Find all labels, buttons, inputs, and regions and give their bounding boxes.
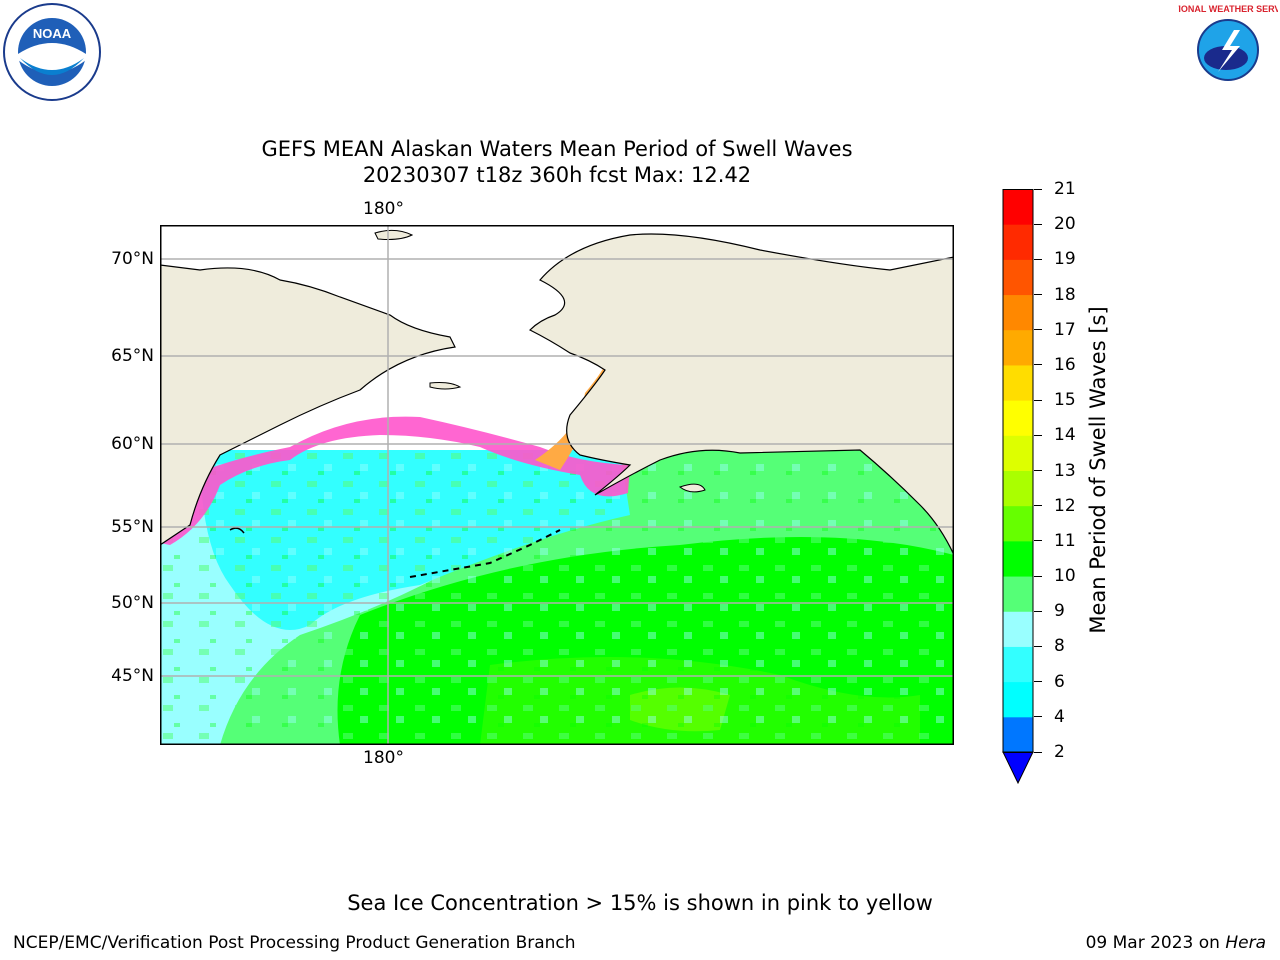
- colorbar-tick-label: 15: [1054, 390, 1076, 411]
- credit-text: NCEP/EMC/Verification Post Processing Pr…: [13, 933, 576, 953]
- colorbar-tick-label: 11: [1054, 530, 1076, 551]
- colorbar-tick-mark: [1034, 223, 1042, 225]
- noaa-logo: NOAA: [2, 2, 102, 102]
- date-value: 09 Mar 2023 on: [1085, 933, 1220, 953]
- colorbar-tick-mark: [1034, 681, 1042, 683]
- chart-subtitle: 20230307 t18z 360h fcst Max: 12.42: [362, 163, 752, 187]
- colorbar-bin: [1003, 470, 1033, 507]
- colorbar-tick-mark: [1034, 329, 1042, 331]
- colorbar-bin: [1003, 400, 1033, 436]
- land: [160, 229, 954, 578]
- colorbar-bin: [1003, 716, 1033, 753]
- colorbar-tick-label: 18: [1054, 284, 1076, 305]
- colorbar-bin: [1003, 681, 1033, 718]
- colorbar-tick-mark: [1034, 294, 1042, 296]
- colorbar-tick-label: 9: [1054, 601, 1065, 622]
- colorbar-tick-label: 8: [1054, 636, 1065, 657]
- colorbar-label: Mean Period of Swell Waves [s]: [1086, 306, 1110, 634]
- colorbar-extend-triangle: [1002, 751, 1034, 784]
- date-text: 09 Mar 2023 on Hera: [1086, 933, 1266, 953]
- chart-title: GEFS MEAN Alaskan Waters Mean Period of …: [261, 137, 853, 161]
- colorbar-tick-label: 20: [1054, 214, 1076, 235]
- lat-label-45: 45°N: [111, 666, 154, 686]
- lon-label-top: 180°: [363, 199, 404, 219]
- colorbar-tick-mark: [1034, 751, 1042, 753]
- colorbar-bin: [1003, 611, 1033, 647]
- noaa-logo-text: NOAA: [33, 26, 72, 41]
- colorbar-bin: [1003, 259, 1033, 296]
- colorbar-tick-label: 17: [1054, 319, 1076, 340]
- colorbar-tick-mark: [1034, 645, 1042, 647]
- colorbar-tick-label: 16: [1054, 354, 1076, 375]
- lat-label-55: 55°N: [111, 517, 154, 537]
- colorbar-bin: [1003, 505, 1033, 542]
- lat-label-60: 60°N: [111, 434, 154, 454]
- colorbar-tick-mark: [1034, 610, 1042, 612]
- colorbar-tick-label: 19: [1054, 249, 1076, 270]
- colorbar-tick-mark: [1034, 258, 1042, 260]
- colorbar-tick-label: 21: [1054, 179, 1076, 199]
- sea-ice-note: Sea Ice Concentration > 15% is shown in …: [347, 891, 933, 915]
- colorbar-bin: [1003, 224, 1033, 260]
- colorbar-tick-label: 4: [1054, 706, 1065, 727]
- colorbar-tick-mark: [1034, 575, 1042, 577]
- colorbar-tick-label: 6: [1054, 671, 1065, 692]
- colorbar-tick-label: 14: [1054, 425, 1076, 446]
- colorbar-tick-mark: [1034, 716, 1042, 718]
- colorbar-tick-mark: [1034, 399, 1042, 401]
- colorbar-tick-mark: [1034, 505, 1042, 507]
- colorbar-bin: [1003, 646, 1033, 683]
- lon-label-bottom: 180°: [363, 748, 404, 768]
- lat-label-50: 50°N: [111, 593, 154, 613]
- colorbar-tick-mark: [1034, 364, 1042, 366]
- host-name: Hera: [1225, 933, 1266, 953]
- map-svg: [160, 225, 954, 745]
- colorbar-tick-label: 13: [1054, 460, 1076, 481]
- colorbar-tick-mark: [1034, 188, 1042, 190]
- colorbar-bin: [1003, 189, 1033, 225]
- colorbar-tick-label: 12: [1054, 495, 1076, 516]
- colorbar-tick-mark: [1034, 540, 1042, 542]
- map-panel: [160, 225, 954, 745]
- graticule: [160, 225, 954, 745]
- colorbar-bin: [1003, 364, 1033, 401]
- colorbar-tick-mark: [1034, 470, 1042, 471]
- colorbar-tick-label: 2: [1054, 742, 1065, 762]
- swell-field: [160, 365, 954, 745]
- lat-label-65: 65°N: [111, 346, 154, 366]
- nws-logo: NATIONAL WEATHER SERVICE: [1161, 2, 1280, 102]
- colorbar-bin: [1003, 540, 1033, 577]
- colorbar-tick-mark: [1034, 434, 1042, 436]
- colorbar-bin: [1003, 435, 1033, 471]
- colorbar-frame: [1002, 189, 1034, 753]
- colorbar-bin: [1003, 329, 1033, 366]
- map-frame: [160, 225, 954, 745]
- nws-logo-text: NATIONAL WEATHER SERVICE: [1178, 4, 1278, 14]
- lat-label-70: 70°N: [111, 249, 154, 269]
- colorbar-tick-label: 10: [1054, 566, 1076, 587]
- colorbar: [1002, 189, 1034, 784]
- colorbar-bin: [1003, 294, 1033, 331]
- colorbar-bin: [1003, 576, 1033, 612]
